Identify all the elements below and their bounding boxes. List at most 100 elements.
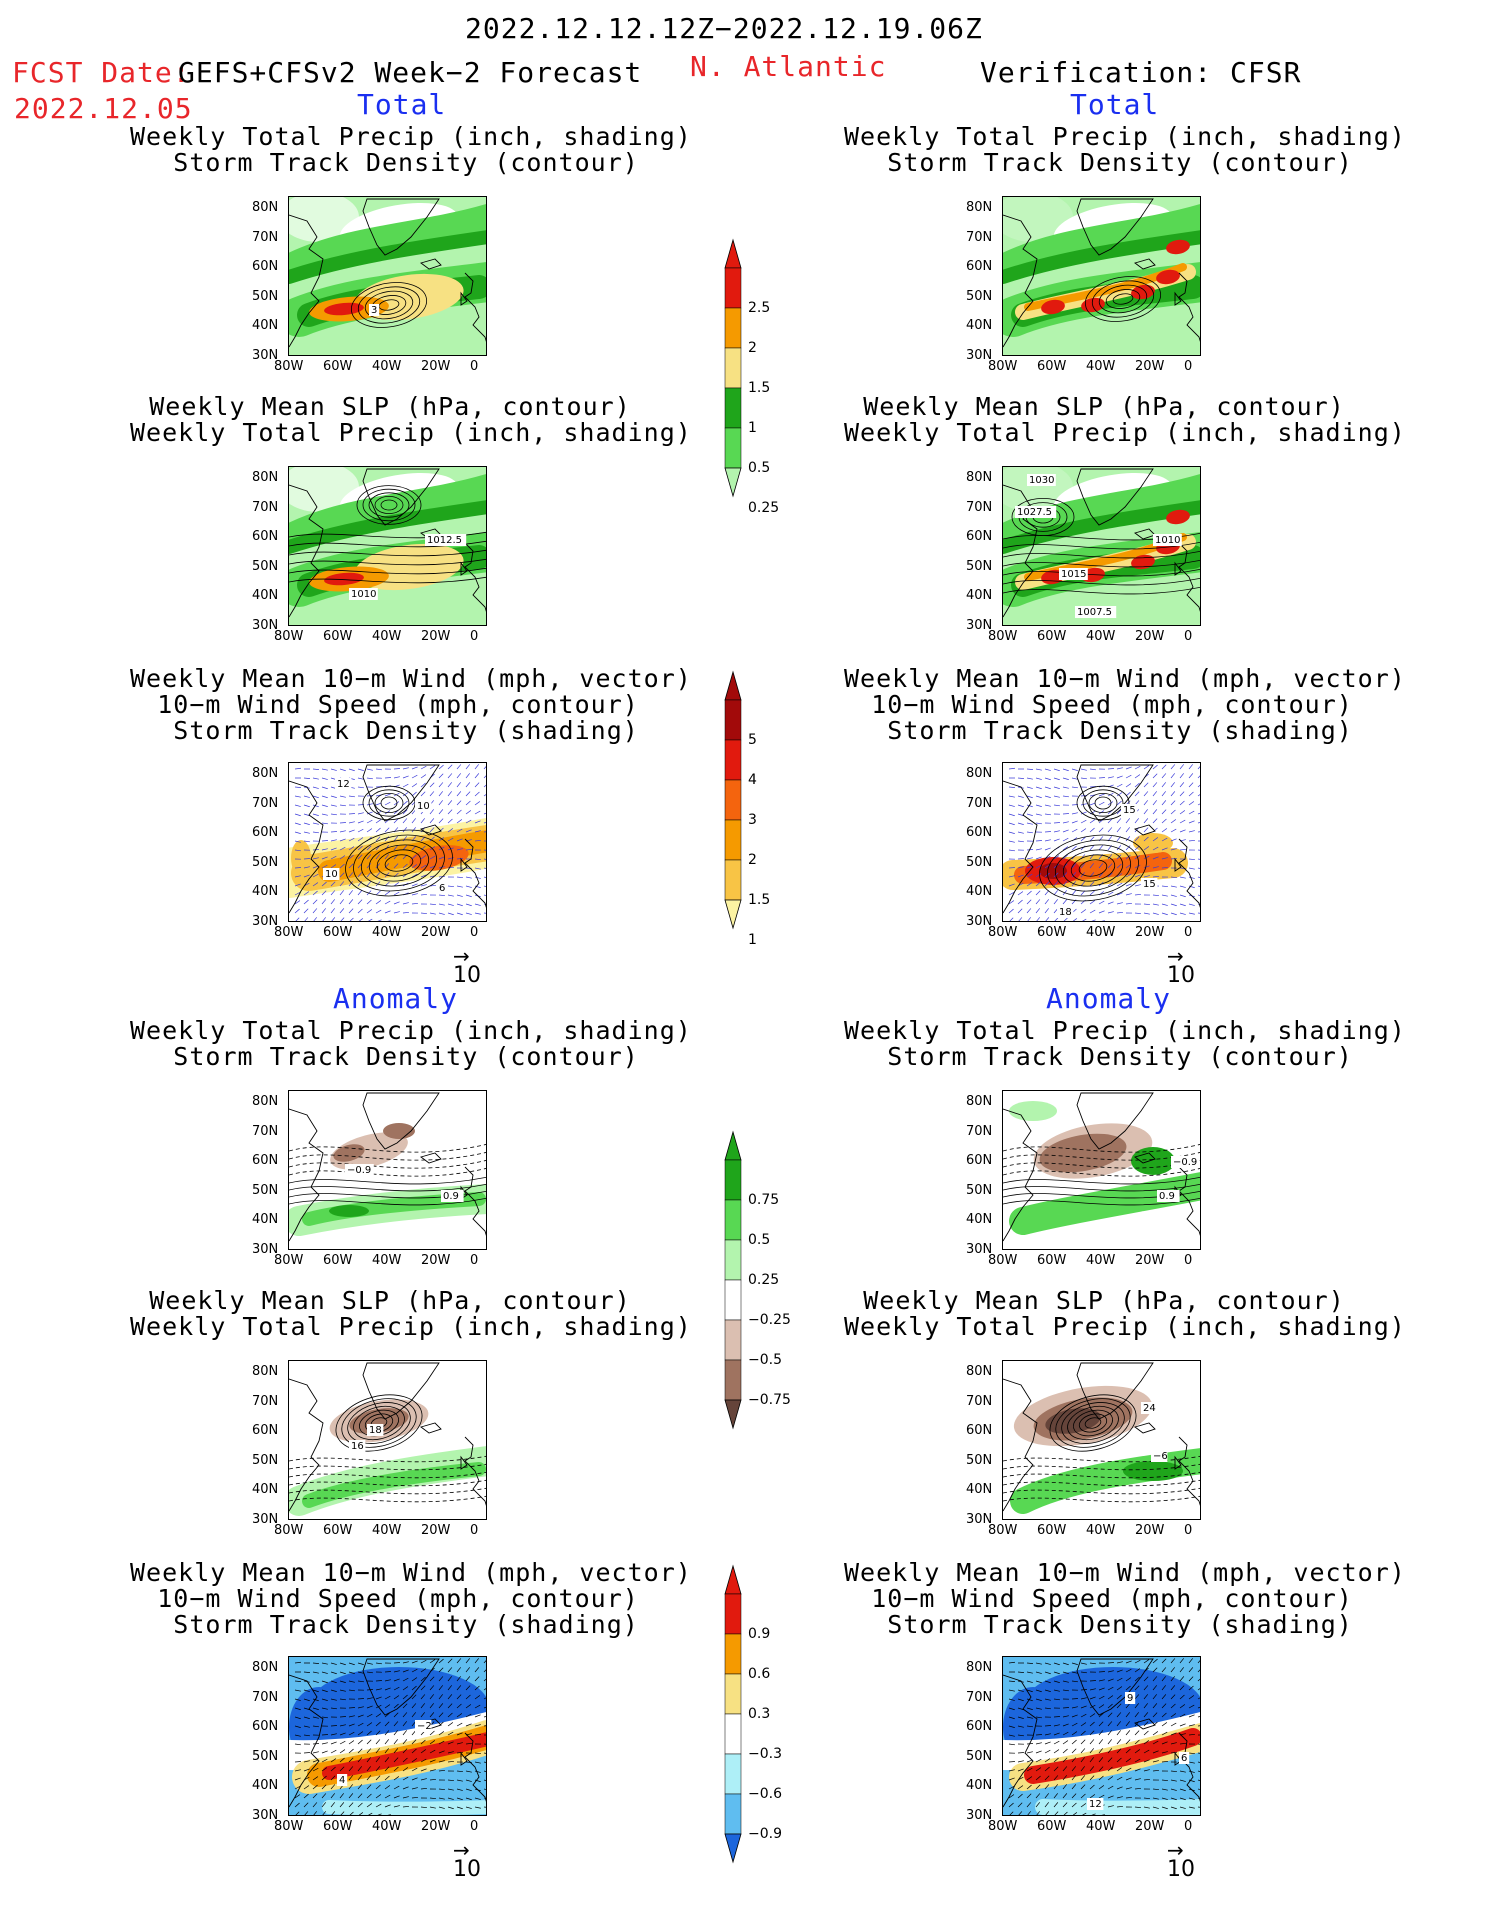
colorbar-tick-label: −0.9 (748, 1826, 782, 1842)
lat-tick-label: 60N (252, 1423, 279, 1438)
lon-tick-label: 80W (988, 629, 1018, 644)
panel-title: Weekly Total Precip (inch, shading) Stor… (130, 1016, 692, 1071)
colorbar-tick-label: −0.3 (748, 1746, 782, 1762)
lat-tick-label: 80N (252, 1660, 279, 1675)
fcst-date-label: FCST Date: (12, 56, 191, 89)
lat-tick-label: 80N (252, 470, 279, 485)
panel-title: Weekly Total Precip (inch, shading) Stor… (844, 1016, 1406, 1071)
lat-tick-label: 70N (966, 1123, 993, 1139)
lat-tick-label: 30N (966, 1241, 993, 1257)
colorbar-end-arrow (724, 1833, 742, 1864)
lat-tick-label: 50N (252, 1748, 279, 1764)
vector-reference: → 10 (1167, 1838, 1195, 1882)
contour-label: −0.9 (345, 1164, 374, 1176)
vector-arrow-icon: → (1167, 1838, 1184, 1862)
lon-tick-label: 80W (274, 629, 304, 644)
lon-tick-label: 0 (470, 629, 479, 644)
vector-arrow-icon: → (453, 1838, 470, 1862)
lat-tick-label: 60N (252, 825, 279, 840)
svg-text:18: 18 (369, 1425, 382, 1436)
lon-tick-label: 20W (421, 1523, 451, 1538)
svg-text:−6: −6 (1153, 1451, 1168, 1462)
colorbar-tick-label: 0.25 (748, 1272, 780, 1288)
lat-tick-label: 70N (252, 1123, 279, 1139)
lon-tick-label: 0 (470, 1253, 479, 1268)
colorbar-end-arrow (724, 899, 742, 930)
lon-tick-label: 40W (1086, 1523, 1116, 1538)
lon-tick-label: 20W (421, 1253, 451, 1268)
lat-tick-label: 30N (966, 617, 993, 633)
lat-tick-label: 80N (966, 200, 993, 215)
lon-tick-label: 60W (323, 359, 353, 374)
lon-tick-label: 60W (1037, 1523, 1067, 1538)
lon-tick-label: 60W (323, 925, 353, 940)
colorbar-tick-label: 0.5 (748, 1232, 771, 1248)
lon-tick-label: 80W (988, 925, 1018, 940)
fcst-date-value: 2022.12.05 (14, 92, 193, 125)
lat-tick-label: 60N (966, 825, 993, 840)
svg-text:1030: 1030 (1029, 475, 1054, 486)
lon-tick-label: 40W (1086, 359, 1116, 374)
lon-tick-label: 20W (1135, 359, 1165, 374)
svg-text:1010: 1010 (351, 589, 376, 600)
svg-text:1007.5: 1007.5 (1077, 607, 1112, 618)
vector-reference-label: 10 (453, 963, 481, 988)
contour-label: 12 (335, 778, 352, 790)
colorbar-segment (724, 1159, 742, 1201)
lon-tick-label: 80W (274, 359, 304, 374)
lat-tick-label: 50N (252, 1452, 279, 1468)
lat-tick-label: 50N (966, 558, 993, 574)
lat-tick-label: 60N (252, 529, 279, 544)
panel-title: Weekly Mean SLP (hPa, contour) Weekly To… (844, 1286, 1406, 1341)
lat-tick-label: 30N (252, 1511, 279, 1527)
lon-tick-label: 20W (1135, 925, 1165, 940)
lon-tick-label: 0 (470, 925, 479, 940)
lon-tick-label: 40W (372, 1253, 402, 1268)
lat-tick-label: 50N (252, 854, 279, 870)
colorbar-segment (724, 1713, 742, 1755)
lon-tick-label: 20W (1135, 1253, 1165, 1268)
colorbar-tick-label: 4 (748, 772, 757, 788)
svg-text:10: 10 (325, 869, 338, 880)
lon-tick-label: 0 (470, 1819, 479, 1834)
contour-label: 6 (1179, 1752, 1190, 1764)
lat-tick-label: 80N (252, 1094, 279, 1109)
colorbar-segment (724, 1199, 742, 1241)
colorbar-segment (724, 779, 742, 821)
colorbar-end-arrow (724, 1130, 742, 1161)
colorbar-tick-label: 1.5 (748, 892, 771, 908)
panel-title: Weekly Mean SLP (hPa, contour) Weekly To… (130, 392, 692, 447)
colorbar-end-arrow (724, 238, 742, 269)
lat-tick-label: 70N (252, 1689, 279, 1705)
vector-arrow-icon: → (453, 944, 470, 968)
panel-title: Weekly Mean SLP (hPa, contour) Weekly To… (844, 392, 1406, 447)
section-total-right: Total (1070, 88, 1160, 121)
svg-text:−0.9: −0.9 (1173, 1157, 1197, 1168)
lon-tick-label: 60W (1037, 925, 1067, 940)
panel-title: Weekly Mean 10−m Wind (mph, vector) 10−m… (130, 664, 692, 745)
colorbar-end-arrow (724, 467, 742, 498)
colorbar-segment (724, 307, 742, 349)
contour-label: 10 (415, 800, 432, 812)
lat-tick-label: 50N (966, 1452, 993, 1468)
lat-tick-label: 40N (966, 1482, 993, 1497)
map-panel-wind_anom-forecast: −2 4 (288, 1656, 487, 1816)
colorbar-tick-label: 5 (748, 732, 757, 748)
svg-text:15: 15 (1143, 879, 1156, 890)
lon-tick-label: 40W (1086, 629, 1116, 644)
lon-tick-label: 20W (1135, 1523, 1165, 1538)
vector-reference: → 10 (1167, 946, 1195, 988)
colorbar-tick-label: 0.9 (748, 1626, 771, 1642)
svg-text:4: 4 (339, 1775, 345, 1786)
lon-tick-label: 40W (372, 1523, 402, 1538)
colorbar-storm_total (724, 670, 742, 930)
lat-tick-label: 50N (252, 288, 279, 304)
lat-tick-label: 40N (252, 1778, 279, 1793)
lat-tick-label: 80N (966, 470, 993, 485)
section-anomaly-left: Anomaly (333, 982, 459, 1015)
lat-tick-label: 70N (966, 1689, 993, 1705)
lat-tick-label: 40N (252, 588, 279, 603)
lon-tick-label: 80W (988, 1523, 1018, 1538)
svg-text:−0.9: −0.9 (347, 1165, 371, 1176)
lat-tick-label: 30N (252, 1807, 279, 1823)
